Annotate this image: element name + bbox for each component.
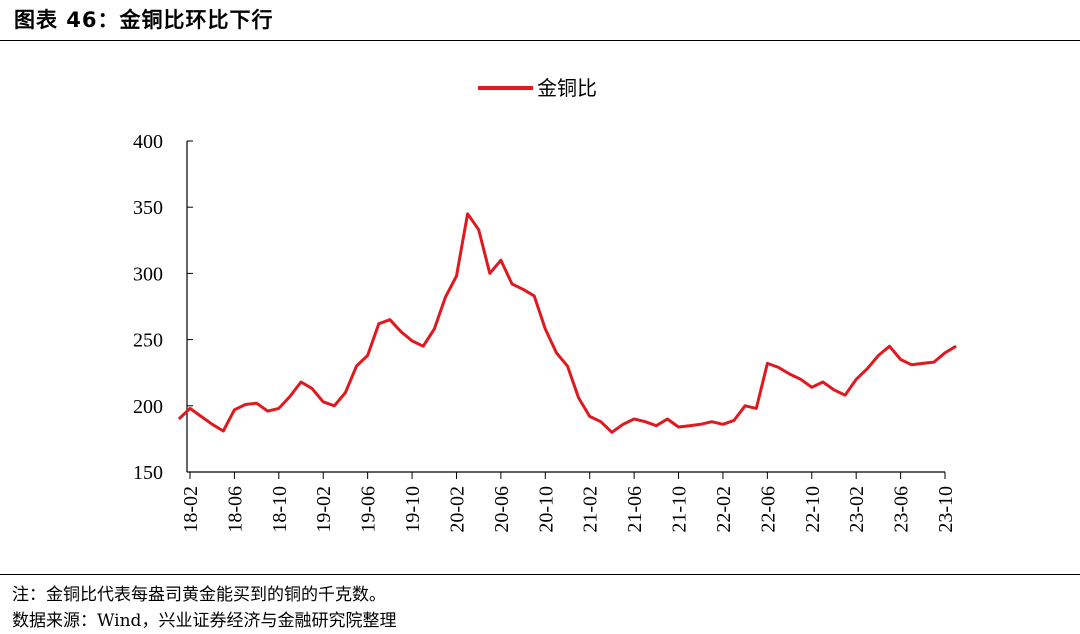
x-tick-label: 21-10: [669, 486, 691, 533]
x-tick-label: 18-10: [269, 486, 291, 533]
legend: 金铜比: [478, 76, 597, 100]
y-tick-label: 250: [133, 330, 163, 352]
y-tick-label: 150: [133, 462, 163, 484]
y-tick-label: 350: [133, 197, 163, 219]
x-axis-ticks: 18-02 18-06 18-10 19-02 19-06 19-10 20-02 20-06…: [180, 472, 957, 533]
x-tick-label: 19-10: [402, 486, 424, 533]
x-tick-label: 19-06: [358, 486, 380, 533]
x-tick-label: 20-02: [446, 486, 468, 533]
figure-title: 图表 46：金铜比环比下行: [14, 8, 274, 32]
bottom-rule: [0, 574, 1080, 575]
y-axis-ticks: 150 200 250 300 350 400: [133, 131, 193, 484]
line-chart: 金铜比 150 200 250 300 350 400 18-02 18-06 18-10 19…: [133, 76, 957, 533]
x-tick-label: 18-02: [180, 486, 202, 533]
x-tick-label: 21-06: [624, 486, 646, 533]
x-tick-label: 23-06: [891, 486, 913, 533]
axes: [186, 141, 945, 473]
x-tick-label: 23-02: [846, 486, 868, 533]
x-tick-label: 20-10: [535, 486, 557, 533]
y-tick-label: 200: [133, 396, 163, 418]
x-tick-label: 19-02: [313, 486, 335, 533]
data-source: 数据来源：Wind，兴业证券经济与金融研究院整理: [12, 611, 397, 631]
x-tick-label: 20-06: [491, 486, 513, 533]
x-tick-label: 22-10: [802, 486, 824, 533]
series-line: [177, 212, 957, 434]
top-rule: [0, 40, 1080, 41]
x-tick-label: 21-02: [580, 486, 602, 533]
y-tick-label: 400: [133, 131, 163, 153]
x-tick-label: 22-02: [713, 486, 735, 533]
y-tick-label: 300: [133, 263, 163, 285]
x-tick-label: 18-06: [224, 486, 246, 533]
x-tick-label: 23-10: [935, 486, 957, 533]
chart-note: 注：金铜比代表每盎司黄金能买到的铜的千克数。: [12, 585, 386, 605]
x-tick-label: 22-06: [757, 486, 779, 533]
legend-label: 金铜比: [537, 76, 597, 100]
